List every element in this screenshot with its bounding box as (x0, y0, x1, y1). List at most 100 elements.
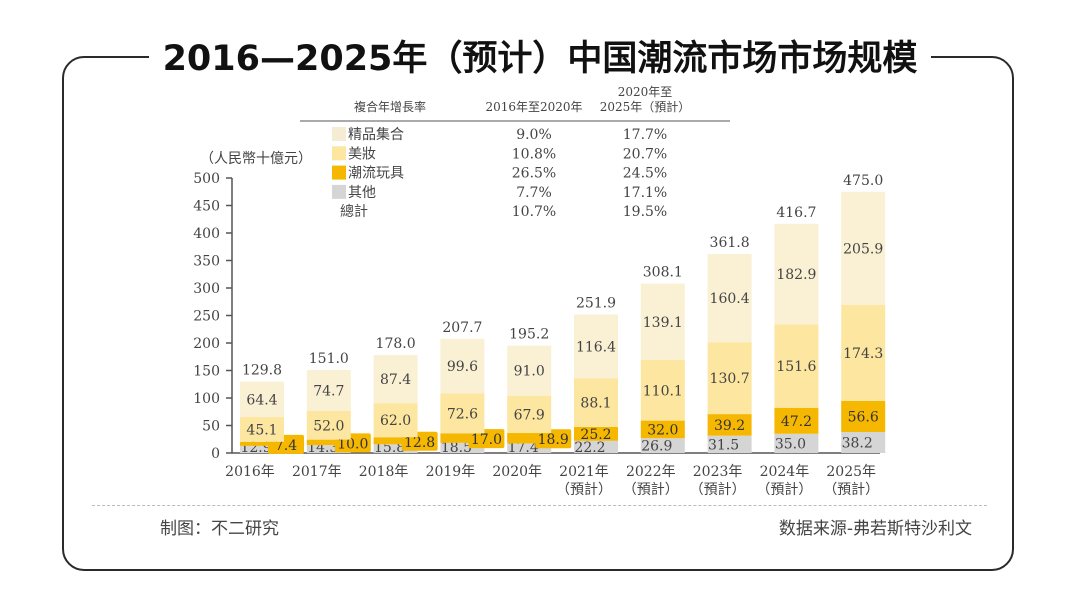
bar-segment-其他 (306, 445, 351, 453)
bar-segment-精品集合 (507, 345, 552, 396)
cagr-2016-2020: 10.8% (512, 146, 556, 162)
cagr-2020-2025: 20.7% (623, 146, 667, 162)
data-label: 116.4 (576, 339, 616, 355)
total-label: 178.0 (376, 336, 416, 352)
legend-label: 精品集合 (348, 126, 404, 143)
bar-segment-其他 (640, 438, 685, 453)
y-tick-label: 350 (193, 254, 220, 270)
bar-segment-美妆 (841, 304, 886, 401)
data-label: 25.2 (580, 427, 611, 443)
x-tick-sublabel: （預計） (756, 482, 812, 498)
y-tick-label: 150 (193, 364, 220, 380)
cagr-2016-2020: 9.0% (516, 127, 552, 143)
title-text: 2016—2025年（预计）中国潮流市场市场规模 (148, 39, 932, 79)
x-tick-label: 2017年 (292, 464, 342, 480)
x-tick-label: 2024年 (760, 464, 810, 480)
data-label: 205.9 (843, 241, 883, 257)
data-label: 32.0 (647, 422, 678, 438)
legend-label: 總計 (340, 203, 368, 220)
bar-segment-潮流玩具 (640, 420, 685, 439)
y-tick-label: 100 (193, 391, 220, 407)
cagr-2016-2020: 26.5% (512, 166, 556, 182)
x-tick-sublabel: （預計） (623, 482, 679, 498)
x-tick-label: 2020年 (492, 464, 542, 480)
data-label: 17.4 (508, 440, 539, 456)
data-label: 64.4 (246, 392, 277, 408)
data-label: 18.5 (441, 440, 472, 456)
data-label: 56.6 (848, 409, 879, 425)
bar-segment-美妆 (507, 395, 552, 434)
cagr-2020-2025: 17.1% (623, 185, 667, 201)
total-label: 361.8 (710, 235, 750, 251)
bar-segment-精品集合 (440, 338, 485, 394)
legend-label: 其他 (348, 185, 376, 201)
bar-segment-潮流玩具 (306, 439, 351, 446)
data-label: 182.9 (776, 267, 816, 283)
footer-divider (92, 505, 987, 506)
y-tick-label: 500 (193, 171, 220, 187)
x-tick-label: 2023年 (693, 464, 743, 480)
bar-segment-潮流玩具 (774, 407, 819, 434)
cagr-2020-2025: 17.7% (623, 127, 667, 143)
bar-segment-美妆 (240, 417, 284, 442)
data-label: 31.5 (708, 437, 739, 453)
bar-segment-其他 (507, 443, 552, 453)
bar-segment-美妆 (774, 324, 819, 408)
bar-segment-其他 (373, 444, 418, 453)
total-label: 151.0 (309, 351, 349, 367)
bar-segment-潮流玩具 (440, 433, 485, 443)
table-header: 2020年至 (618, 85, 673, 99)
footer-source: 数据来源-弗若斯特沙利文 (778, 519, 972, 539)
total-label: 129.8 (242, 363, 282, 379)
bar-segment-精品集合 (640, 283, 685, 361)
data-label: 160.4 (710, 291, 750, 307)
x-tick-sublabel: （預計） (690, 482, 746, 498)
cagr-2016-2020: 7.7% (516, 185, 552, 201)
data-label: 174.3 (843, 346, 883, 362)
data-label: 151.6 (776, 359, 816, 375)
bar-segment-潮流玩具 (373, 437, 418, 445)
data-label: 74.7 (313, 383, 344, 399)
total-label: 207.7 (442, 320, 482, 336)
data-label: 67.9 (514, 407, 545, 423)
bar-segment-其他 (440, 442, 485, 453)
legend-label: 美妝 (348, 146, 376, 162)
bar-segment-精品集合 (574, 314, 618, 379)
x-tick-sublabel: （預計） (823, 482, 879, 498)
x-tick-label: 2018年 (359, 464, 409, 480)
data-label: 139.1 (643, 315, 683, 331)
data-label: 91.0 (514, 364, 545, 380)
chart-title: 2016—2025年（预计）中国潮流市场市场规模 (120, 30, 960, 81)
y-tick-label: 0 (211, 446, 220, 462)
bar-segment-美妆 (440, 393, 485, 434)
legend-swatch-其他 (332, 184, 346, 199)
footer-credit: 制图：不二研究 (160, 519, 279, 539)
bar-segment-潮流玩具 (240, 441, 284, 446)
x-tick-sublabel: （預計） (556, 482, 612, 498)
bar-segment-潮流玩具 (574, 426, 618, 441)
bar-segment-美妆 (707, 342, 752, 415)
data-label: 99.6 (447, 359, 478, 375)
data-label: 88.1 (580, 396, 611, 412)
table-header: 複合年增長率 (354, 99, 426, 114)
table-header: 2025年（預計） (600, 99, 691, 114)
bar-segment-精品集合 (774, 223, 819, 325)
x-tick-label: 2016年 (225, 464, 275, 480)
toy-label-badge (468, 429, 505, 449)
legend-label: 潮流玩具 (348, 166, 404, 182)
y-tick-label: 200 (193, 336, 220, 352)
bar-segment-其他 (774, 433, 819, 453)
bar-segment-潮流玩具 (841, 400, 886, 432)
legend-swatch-精品集合 (332, 127, 346, 141)
bar-segment-其他 (841, 431, 886, 453)
bar-segment-精品集合 (240, 381, 284, 418)
data-label: 110.1 (643, 383, 683, 399)
data-label: 26.9 (641, 439, 672, 455)
bar-segment-精品集合 (373, 355, 418, 404)
x-tick-label: 2022年 (626, 464, 676, 480)
y-tick-label: 300 (193, 281, 220, 297)
data-label: 72.6 (447, 407, 478, 423)
data-label: 7.4 (275, 438, 297, 454)
bar-segment-精品集合 (306, 369, 351, 412)
